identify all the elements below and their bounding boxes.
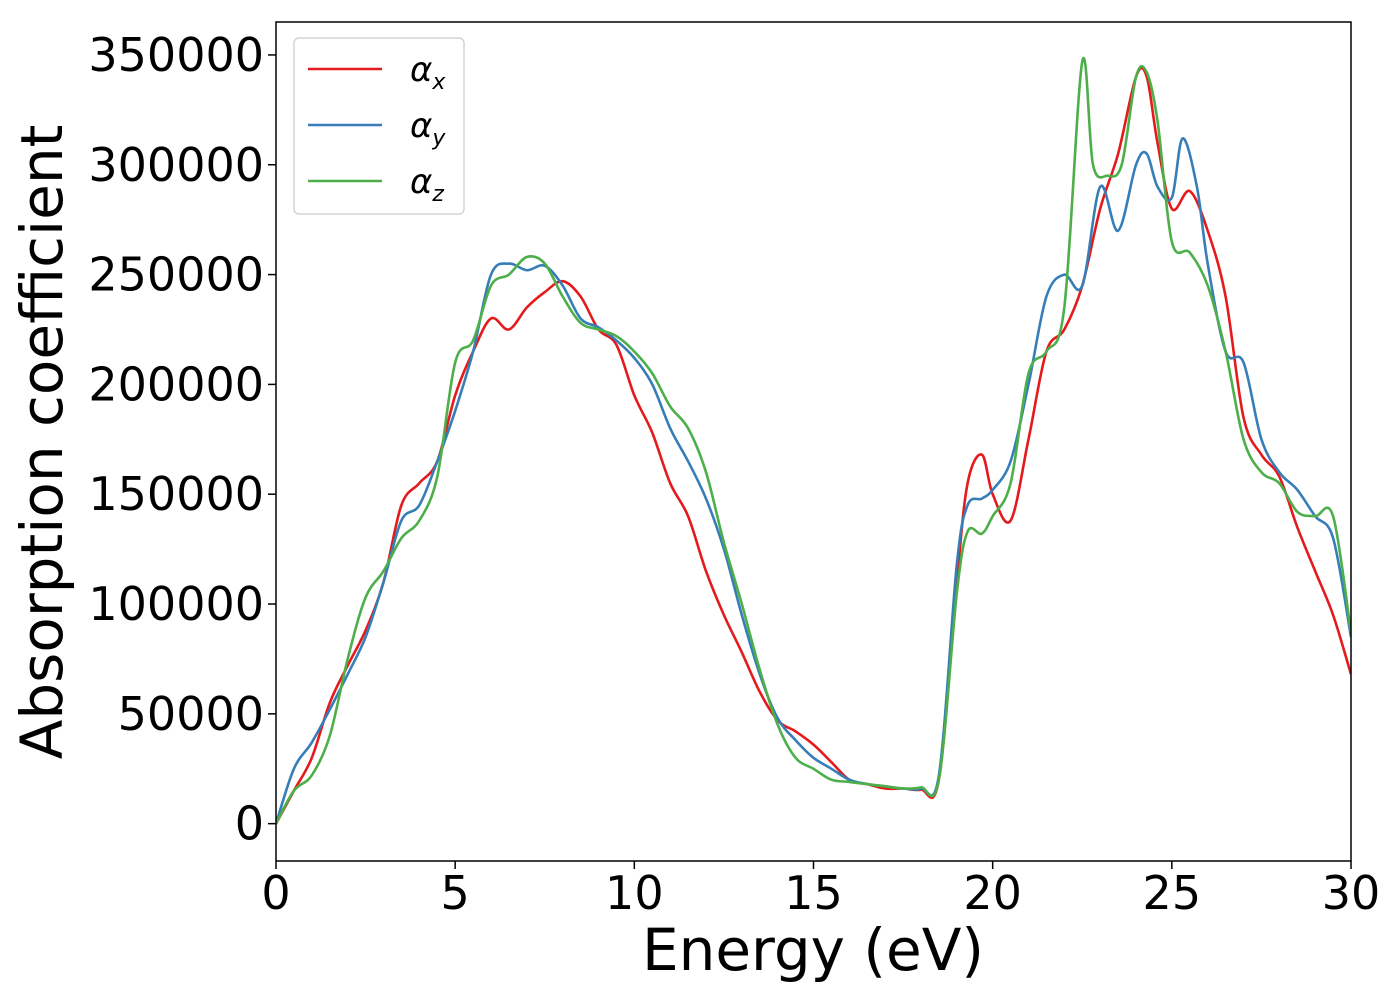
y-axis-label: Absorption coefficient xyxy=(8,125,76,760)
series-line-z xyxy=(276,56,1351,825)
x-axis-label: Energy (eV) xyxy=(642,916,984,984)
series-layer xyxy=(276,56,1351,825)
y-tick-label: 50000 xyxy=(118,687,264,741)
y-tick-label: 350000 xyxy=(88,28,264,82)
x-tick-label: 20 xyxy=(963,866,1022,920)
y-tick-label: 200000 xyxy=(88,357,264,411)
x-tick-label: 15 xyxy=(784,866,843,920)
x-tick-label: 25 xyxy=(1143,866,1202,920)
x-tick-label: 0 xyxy=(261,866,290,920)
y-tick-label: 150000 xyxy=(88,467,264,521)
x-tick-label: 10 xyxy=(605,866,664,920)
x-axis: 0 5 10 15 20 25 30 xyxy=(261,861,1380,920)
x-tick-label: 5 xyxy=(441,866,470,920)
y-tick-label: 100000 xyxy=(88,577,264,631)
x-tick-label: 30 xyxy=(1322,866,1381,920)
y-axis: 0 50000 100000 150000 200000 250000 300000 3500… xyxy=(88,28,276,851)
y-tick-label: 0 xyxy=(235,797,264,851)
y-tick-label: 300000 xyxy=(88,138,264,192)
y-tick-label: 250000 xyxy=(88,248,264,302)
